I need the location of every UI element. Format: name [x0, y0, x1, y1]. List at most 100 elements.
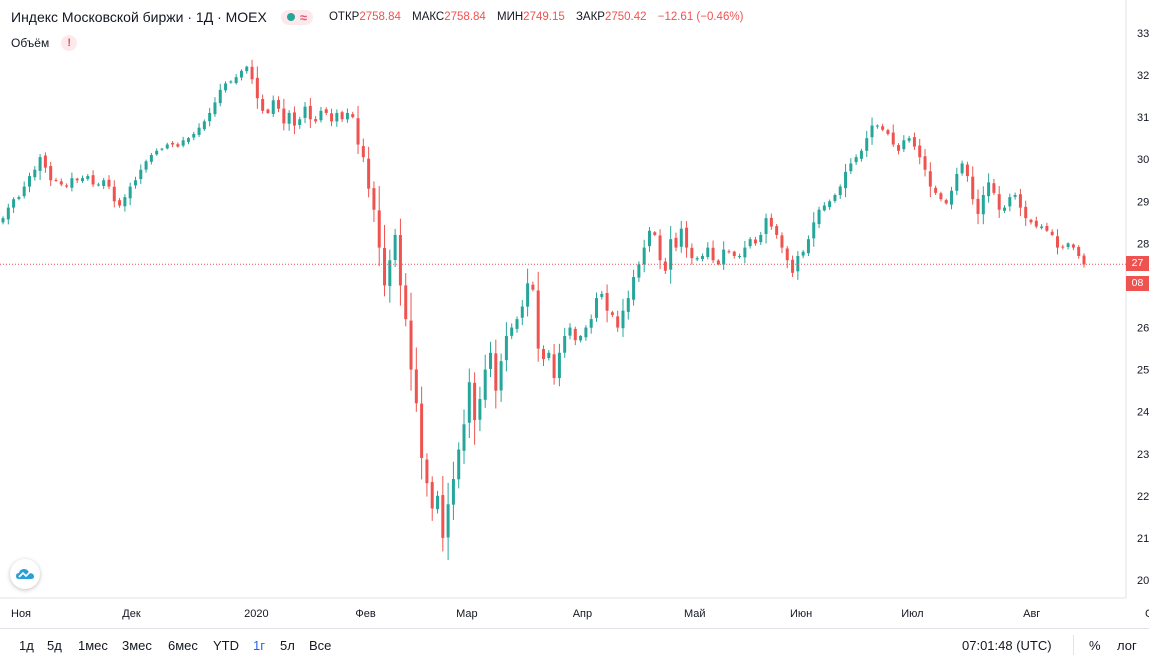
candle [944, 198, 948, 205]
candle-body [669, 239, 673, 270]
y-tick-label: 20 [1137, 575, 1149, 587]
x-tick-label: Мар [456, 608, 478, 620]
candle [759, 232, 763, 245]
candle-body [59, 181, 63, 185]
candle-body [542, 349, 545, 360]
candle [112, 180, 116, 208]
candle [91, 170, 95, 187]
candle [224, 81, 228, 93]
candle [1066, 242, 1070, 250]
timeframe-5d[interactable]: 5д [47, 638, 62, 653]
timeframe-3m[interactable]: 3мес [122, 638, 152, 653]
candle [907, 135, 911, 143]
candle-body [1061, 246, 1065, 248]
candle [489, 341, 493, 378]
candle [584, 325, 588, 341]
x-tick-label: Дек [122, 608, 141, 620]
candle [753, 236, 757, 246]
candle [806, 235, 810, 257]
candle-body [695, 258, 699, 260]
candle [149, 152, 153, 165]
countdown-tag: 08 [1126, 276, 1149, 291]
candle-body [997, 194, 1001, 210]
tradingview-cloud-icon[interactable] [10, 559, 40, 589]
candle [510, 323, 514, 340]
candle [383, 224, 387, 297]
candle-body [112, 186, 116, 202]
candle-body [133, 180, 137, 186]
candle [626, 290, 630, 320]
candle [377, 186, 381, 267]
candle [430, 476, 434, 521]
candle [796, 251, 800, 280]
candle-body [886, 130, 890, 134]
utc-clock[interactable]: 07:01:48 (UTC) [962, 638, 1052, 653]
timeframe-5y[interactable]: 5л [280, 638, 295, 653]
candle [330, 108, 334, 127]
candle-body [430, 482, 434, 509]
timeframe-1d[interactable]: 1д [19, 638, 34, 653]
candle-body [96, 184, 100, 186]
candle [849, 158, 853, 174]
candle-body [271, 100, 275, 115]
candle [653, 231, 657, 237]
candle-body [727, 251, 731, 253]
candle [319, 106, 323, 123]
candle [160, 147, 164, 151]
timeframe-1m[interactable]: 1мес [78, 638, 108, 653]
candle [388, 249, 392, 303]
candle-body [383, 247, 387, 286]
candle [144, 159, 148, 173]
timeframe-1y[interactable]: 1г [253, 638, 265, 653]
candle-body [987, 182, 991, 197]
candle-body [303, 106, 307, 118]
candle [976, 189, 980, 225]
candle [769, 213, 773, 230]
candle-body [1050, 231, 1054, 235]
candle [356, 105, 360, 154]
percent-scale-toggle[interactable]: % [1089, 638, 1101, 653]
candle [589, 314, 593, 334]
candle [49, 161, 53, 187]
candle-body [594, 298, 598, 318]
timeframe-all[interactable]: Все [309, 638, 332, 653]
candle-body [451, 479, 455, 505]
candle [1008, 193, 1012, 212]
candle-body [552, 354, 556, 379]
log-scale-toggle[interactable]: лог [1117, 638, 1137, 653]
candle [621, 298, 625, 337]
candle-body [213, 102, 217, 115]
candle-body [12, 199, 16, 208]
timeframe-ytd[interactable]: YTD [213, 638, 239, 653]
candle [70, 172, 74, 192]
candle-body [769, 217, 773, 227]
candle-body [27, 176, 31, 187]
candle-body [398, 235, 402, 286]
candle-body [960, 163, 964, 174]
symbol-title[interactable]: Индекс Московской биржи · 1Д · MOEX [11, 9, 267, 25]
candle [875, 124, 879, 129]
volume-label[interactable]: Объём [11, 36, 50, 50]
candle-body [610, 312, 614, 315]
timeframe-6m[interactable]: 6мес [168, 638, 198, 653]
candle [568, 323, 572, 340]
candle [504, 322, 508, 372]
cloud-icon [16, 569, 34, 579]
candle [865, 130, 869, 157]
candle [536, 271, 540, 362]
candle-body [637, 264, 641, 278]
candle [764, 213, 768, 244]
market-status-badge[interactable]: ≈ [280, 9, 313, 25]
candle [17, 195, 21, 201]
candle-body [186, 138, 190, 142]
candle-body [239, 70, 243, 78]
warning-icon[interactable]: ! [61, 35, 78, 51]
candle [335, 109, 339, 127]
candle [579, 335, 583, 343]
candle [192, 131, 196, 141]
close-value: 2750.42 [604, 11, 647, 23]
candle-body [414, 369, 418, 404]
candle-body [425, 459, 429, 484]
candle [462, 409, 466, 464]
